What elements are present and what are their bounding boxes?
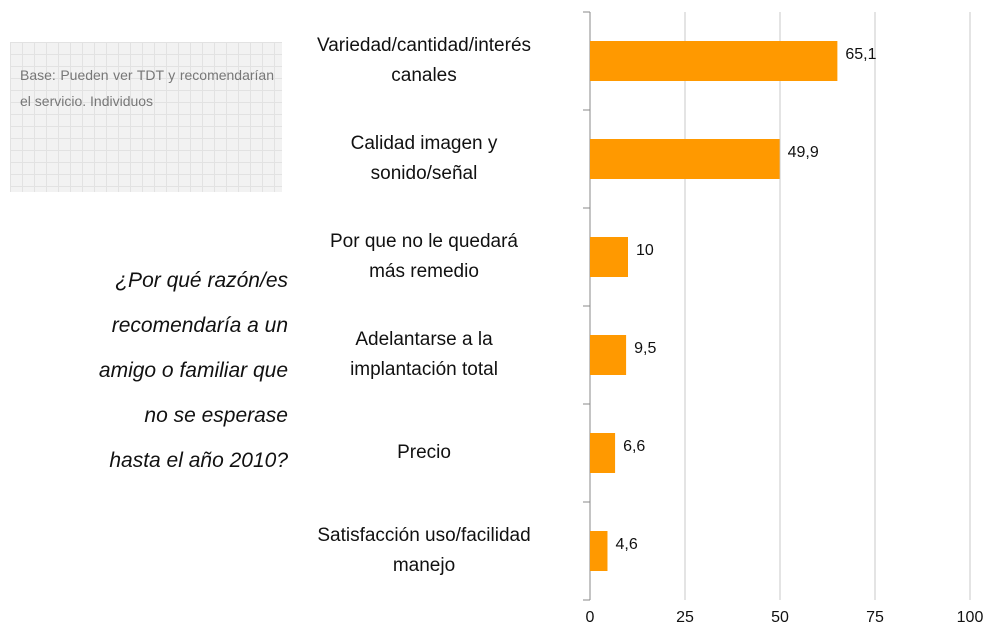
category-label: Satisfacción uso/facilidad manejo	[317, 525, 531, 576]
x-tick-label: 50	[771, 609, 789, 626]
bar	[590, 41, 838, 81]
question: ¿Por qué razón/es recomendaría a un amig…	[98, 269, 288, 472]
category-label: Por que no le quedará más remedio	[329, 231, 519, 282]
value-label: 49,9	[788, 144, 819, 161]
category-label: Adelantarse a la implantación total	[350, 329, 498, 380]
category-label: Precio	[397, 442, 451, 463]
x-tick-label: 25	[676, 609, 694, 626]
value-label: 6,6	[623, 438, 645, 455]
bar	[590, 335, 627, 375]
category-label: Calidad imagen y sonido/señal	[350, 133, 498, 184]
x-tick-label: 0	[586, 609, 595, 626]
bar	[590, 237, 628, 277]
base-note: Base: Pueden ver TDT y recomendarían el …	[10, 42, 282, 192]
value-label: 10	[636, 242, 654, 259]
value-label: 65,1	[845, 46, 876, 63]
x-tick-label: 75	[866, 609, 884, 626]
bar	[590, 433, 616, 473]
value-label: 9,5	[634, 340, 656, 357]
x-tick-label: 100	[957, 609, 984, 626]
bar	[590, 531, 608, 571]
value-label: 4,6	[615, 536, 637, 553]
category-label: Variedad/cantidad/interés canales	[316, 35, 532, 86]
bar	[590, 139, 780, 179]
